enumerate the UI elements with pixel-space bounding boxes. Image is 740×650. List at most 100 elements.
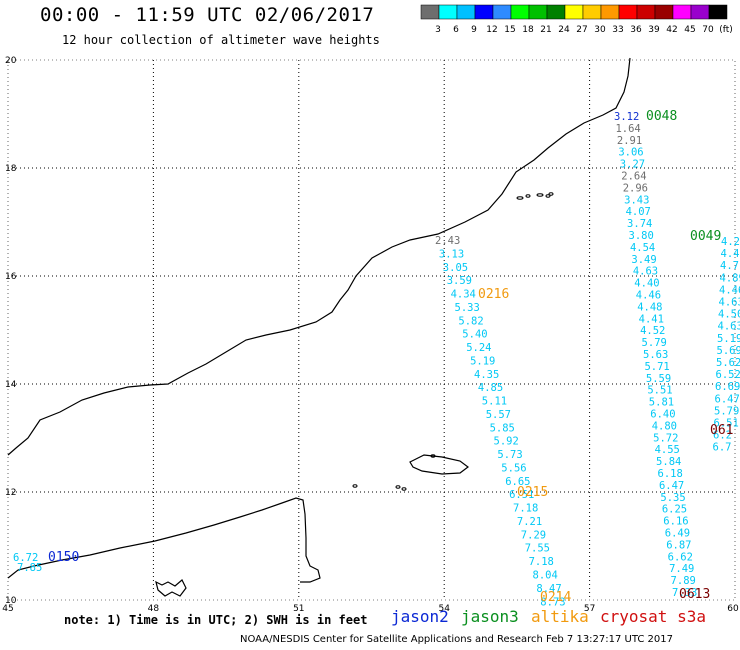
track-b-wave-label: 4.80 [652,420,677,432]
colorbar-label: 12 [486,25,497,35]
track-b-wave-label: 4.41 [639,313,664,325]
track-c-wave-label: 6.52 [716,369,740,381]
track-a-wave-label: 5.85 [490,422,515,434]
legend-cryosat-s3a: cryosat s3a [600,607,706,626]
track-b-wave-label: 5.84 [656,456,681,468]
lat-tick-label: 12 [5,488,16,498]
footer-credit: NOAA/NESDIS Center for Satellite Applica… [240,634,673,645]
track-a-wave-label: 7.18 [529,556,554,568]
colorbar-label: 18 [522,25,534,35]
islet [525,194,531,198]
legend-altika: altika [531,607,589,626]
colorbar-label: 70 [702,25,714,35]
track-a-wave-label: 2.43 [435,235,460,247]
pass-time-labels: 0048 0049 0216 0215 0214 0150 0613 061 [48,109,733,605]
track-a-wave-label: 5.56 [501,462,526,474]
track-b-wave-label: 5.72 [653,432,678,444]
track-c-wave-label: 6.51 [714,418,739,430]
somali-coast [7,497,321,583]
track-b-wave-label: 7.49 [669,563,694,575]
track-b-wave-label: 4.63 [633,266,658,278]
track-b-wave-label: 2.91 [617,135,642,147]
track-b-wave-label: 3.80 [629,230,654,242]
track-c-wave-label: 4.50 [718,309,740,321]
track-d-wave-label: 7.85 [17,562,42,574]
islet [430,454,436,458]
track-b-wave-label: 2.96 [623,182,648,194]
track-a-wave-label: 4.34 [451,289,476,301]
legend-jason2: jason2 [391,607,449,626]
pass-time-label: 0613 [679,587,710,602]
track-a-wave-label: 6.65 [505,476,530,488]
track-a-wave-label: 8.04 [533,570,558,582]
track-b-wave-label: 3.43 [624,194,649,206]
pass-time-label: 0049 [690,229,721,244]
lat-tick-label: 14 [5,380,17,390]
lat-tick-label: 20 [5,56,17,66]
pass-time-label: 0214 [540,590,571,605]
track-b-wave-label: 4.07 [626,206,651,218]
track-a-wave-label: 3.13 [439,248,464,260]
track-a-wave-label: 3.59 [447,275,472,287]
lon-tick-label: 51 [293,604,304,614]
color-scale-legend: 3 6 9 12 15 18 21 24 27 30 33 36 39 42 45 70 (ft) [420,4,733,35]
colorbar-label: 45 [684,25,695,35]
track-b-wave-label: 6.87 [666,539,691,551]
track-b-wave-label: 5.63 [643,349,668,361]
track-a-wave-label: 5.73 [497,449,522,461]
track-b-wave-label: 3.06 [618,147,643,159]
lat-tick-label: 16 [5,272,17,282]
track-c-wave-label: 4.46 [719,284,740,296]
pass-time-label: 0150 [48,550,79,565]
track-c-wave-label: 4.42 [721,248,740,260]
lon-tick-label: 54 [438,604,450,614]
track-a-wave-label: 5.82 [458,315,483,327]
track-b-wave-label: 2.64 [621,171,646,183]
islet [536,193,544,197]
colorbar-label: 42 [666,25,677,35]
track-b-wave-label: 5.59 [646,373,671,385]
island-group [155,579,187,597]
colorbar-label: 36 [630,25,642,35]
track-b-wave-label: 6.47 [659,480,684,492]
track-c-wave-label: 4.63 [718,321,740,333]
colorbar-label: 33 [612,25,623,35]
islet [548,192,554,196]
track-a-wave-label: 5.57 [486,409,511,421]
units-note: note: 1) Time is in UTC; 2) SWH is in fe… [64,613,368,627]
track-b-wave-label: 5.79 [642,337,667,349]
track-b-wave-label: 6.40 [650,409,675,421]
track-b-wave-label: 6.62 [668,551,693,563]
track-b-wave-label: 7.33 [672,587,697,599]
colorbar-label: 9 [471,25,477,35]
track-a-wave-label: 8.47 [536,583,561,595]
track-c-wave-label: 6.7 [713,442,732,454]
track-a-wave-label: 4.85 [478,382,503,394]
track-a-wave-label: 4.35 [474,369,499,381]
track-b-wave-label: 7.89 [671,575,696,587]
colorbar-swatch [708,4,728,20]
track-b-wave-label: 3.74 [627,218,652,230]
pass-time-label: 0048 [646,109,677,124]
islet [352,484,358,488]
lon-tick-label: 48 [148,604,160,614]
track-c-wave-label: 6.47 [715,393,740,405]
colorbar-label: 6 [453,25,459,35]
track-a-wave-label: 7.21 [517,516,542,528]
colorbar-label: 15 [504,25,515,35]
track-a-wave-label: 6.51 [509,489,534,501]
track-a-wave-label: 5.24 [466,342,491,354]
arabian-coast [7,57,631,456]
track-a-wave-label: 7.55 [525,543,550,555]
track-b-wave-label: 3.49 [631,254,656,266]
track-c-wave-label: 4.63 [719,297,740,309]
track-c-wave-label: 4.28 [721,236,740,248]
track-b-wave-label: 5.35 [660,492,685,504]
islet [516,196,524,200]
track-b-wave-label: 6.25 [662,504,687,516]
track-b-wave-label: 4.48 [637,301,662,313]
track-b-wave-label: 3.12 [614,111,639,123]
track-c-wave-label: 5.79 [714,405,739,417]
wave-height-tracks: 2.433.133.053.594.345.335.825.405.245.19… [13,111,740,608]
